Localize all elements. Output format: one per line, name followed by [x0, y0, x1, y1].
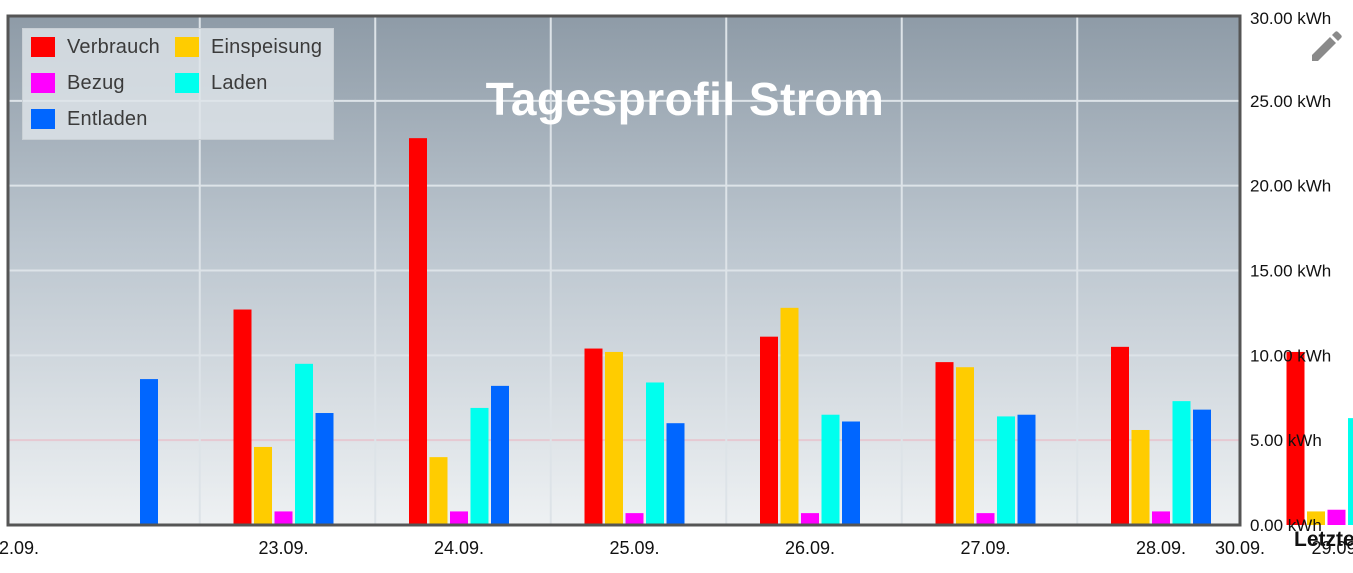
- legend-swatch: [31, 73, 55, 93]
- bar-einspeisung-28.09.[interactable]: [1131, 429, 1150, 525]
- bar-verbrauch-24.09.[interactable]: [409, 138, 427, 525]
- bar-einspeisung-29.09.[interactable]: [1307, 511, 1325, 525]
- y-tick-label: 0.00 kWh: [1250, 516, 1322, 535]
- bar-bezug-23.09.[interactable]: [274, 511, 293, 525]
- y-tick-label: 5.00 kWh: [1250, 431, 1322, 450]
- x-tick-label: 28.09.: [1136, 538, 1186, 558]
- x-tick-label: 30.09.: [1215, 538, 1265, 558]
- legend-item-einspeisung[interactable]: Einspeisung: [175, 35, 322, 59]
- x-tick-label: 25.09.: [609, 538, 659, 558]
- bar-laden-27.09.[interactable]: [997, 416, 1015, 525]
- plot-frame: [6, 14, 1242, 527]
- chart-title: Tagesprofil Strom: [485, 73, 885, 125]
- bar-verbrauch-29.09.[interactable]: [1286, 351, 1305, 525]
- bar-verbrauch-23.09.[interactable]: [233, 309, 252, 525]
- legend-item-laden[interactable]: Laden: [175, 71, 268, 95]
- legend-swatch: [175, 73, 199, 93]
- legend-swatch: [31, 109, 55, 129]
- legend-label: Entladen: [67, 107, 148, 130]
- x-tick-label: 26.09.: [785, 538, 835, 558]
- y-tick-label: 10.00 kWh: [1250, 346, 1331, 365]
- legend-swatch: [175, 37, 199, 57]
- bar-laden-29.09.[interactable]: [1348, 418, 1353, 525]
- bar-verbrauch-25.09.[interactable]: [584, 348, 603, 525]
- bar-einspeisung-24.09.[interactable]: [429, 457, 448, 525]
- legend-label: Verbrauch: [67, 35, 160, 58]
- x-tick-label: 24.09.: [434, 538, 484, 558]
- bar-laden-23.09.[interactable]: [295, 363, 313, 525]
- legend-item-verbrauch[interactable]: Verbrauch: [31, 35, 160, 59]
- bar-laden-28.09.[interactable]: [1172, 401, 1191, 525]
- bar-bezug-28.09.[interactable]: [1152, 511, 1170, 525]
- bar-entladen-23.09.[interactable]: [315, 413, 334, 525]
- bar-einspeisung-23.09.[interactable]: [254, 446, 272, 525]
- bar-entladen-27.09.[interactable]: [1017, 414, 1036, 525]
- legend-swatch: [31, 37, 55, 57]
- bar-laden-24.09.[interactable]: [470, 407, 489, 525]
- bar-entladen-25.09.[interactable]: [666, 423, 685, 525]
- bar-entladen-26.09.[interactable]: [842, 421, 860, 525]
- x-tick-label: 27.09.: [960, 538, 1010, 558]
- y-tick-label: 15.00 kWh: [1250, 262, 1331, 281]
- bar-bezug-27.09.[interactable]: [976, 513, 995, 525]
- chart-legend: Verbrauch Einspeisung Bezug Laden Entladen: [22, 28, 334, 140]
- legend-label: Laden: [211, 71, 268, 94]
- y-tick-label: 20.00 kWh: [1250, 177, 1331, 196]
- y-tick-label: 30.00 kWh: [1250, 9, 1331, 28]
- legend-item-entladen[interactable]: Entladen: [31, 107, 148, 131]
- bar-einspeisung-25.09.[interactable]: [605, 351, 623, 525]
- bar-laden-25.09.[interactable]: [646, 382, 664, 525]
- bar-bezug-26.09.[interactable]: [801, 513, 819, 525]
- bar-bezug-25.09.[interactable]: [625, 513, 644, 525]
- legend-label: Bezug: [67, 71, 125, 94]
- bar-bezug-24.09.[interactable]: [450, 511, 468, 525]
- bar-einspeisung-26.09.[interactable]: [780, 307, 799, 525]
- bar-verbrauch-28.09.[interactable]: [1111, 346, 1129, 525]
- bar-einspeisung-27.09.[interactable]: [956, 367, 974, 525]
- x-tick-label: 22.09.: [0, 538, 39, 558]
- pencil-icon[interactable]: [1306, 26, 1346, 66]
- footer-last-label[interactable]: Letzte: [1294, 528, 1353, 551]
- x-tick-label: 23.09.: [258, 538, 308, 558]
- bar-bezug-29.09.[interactable]: [1327, 509, 1346, 525]
- y-tick-label: 25.00 kWh: [1250, 92, 1331, 111]
- bar-verbrauch-26.09.[interactable]: [760, 336, 778, 525]
- bar-verbrauch-27.09.[interactable]: [935, 362, 954, 525]
- legend-item-bezug[interactable]: Bezug: [31, 71, 125, 95]
- bar-entladen-22.09.[interactable]: [140, 379, 158, 525]
- legend-label: Einspeisung: [211, 35, 323, 58]
- x-tick-label: 29.09.: [1311, 538, 1353, 558]
- bar-entladen-24.09.[interactable]: [491, 385, 509, 525]
- bar-entladen-28.09.[interactable]: [1193, 409, 1211, 525]
- bar-laden-26.09.[interactable]: [821, 414, 840, 525]
